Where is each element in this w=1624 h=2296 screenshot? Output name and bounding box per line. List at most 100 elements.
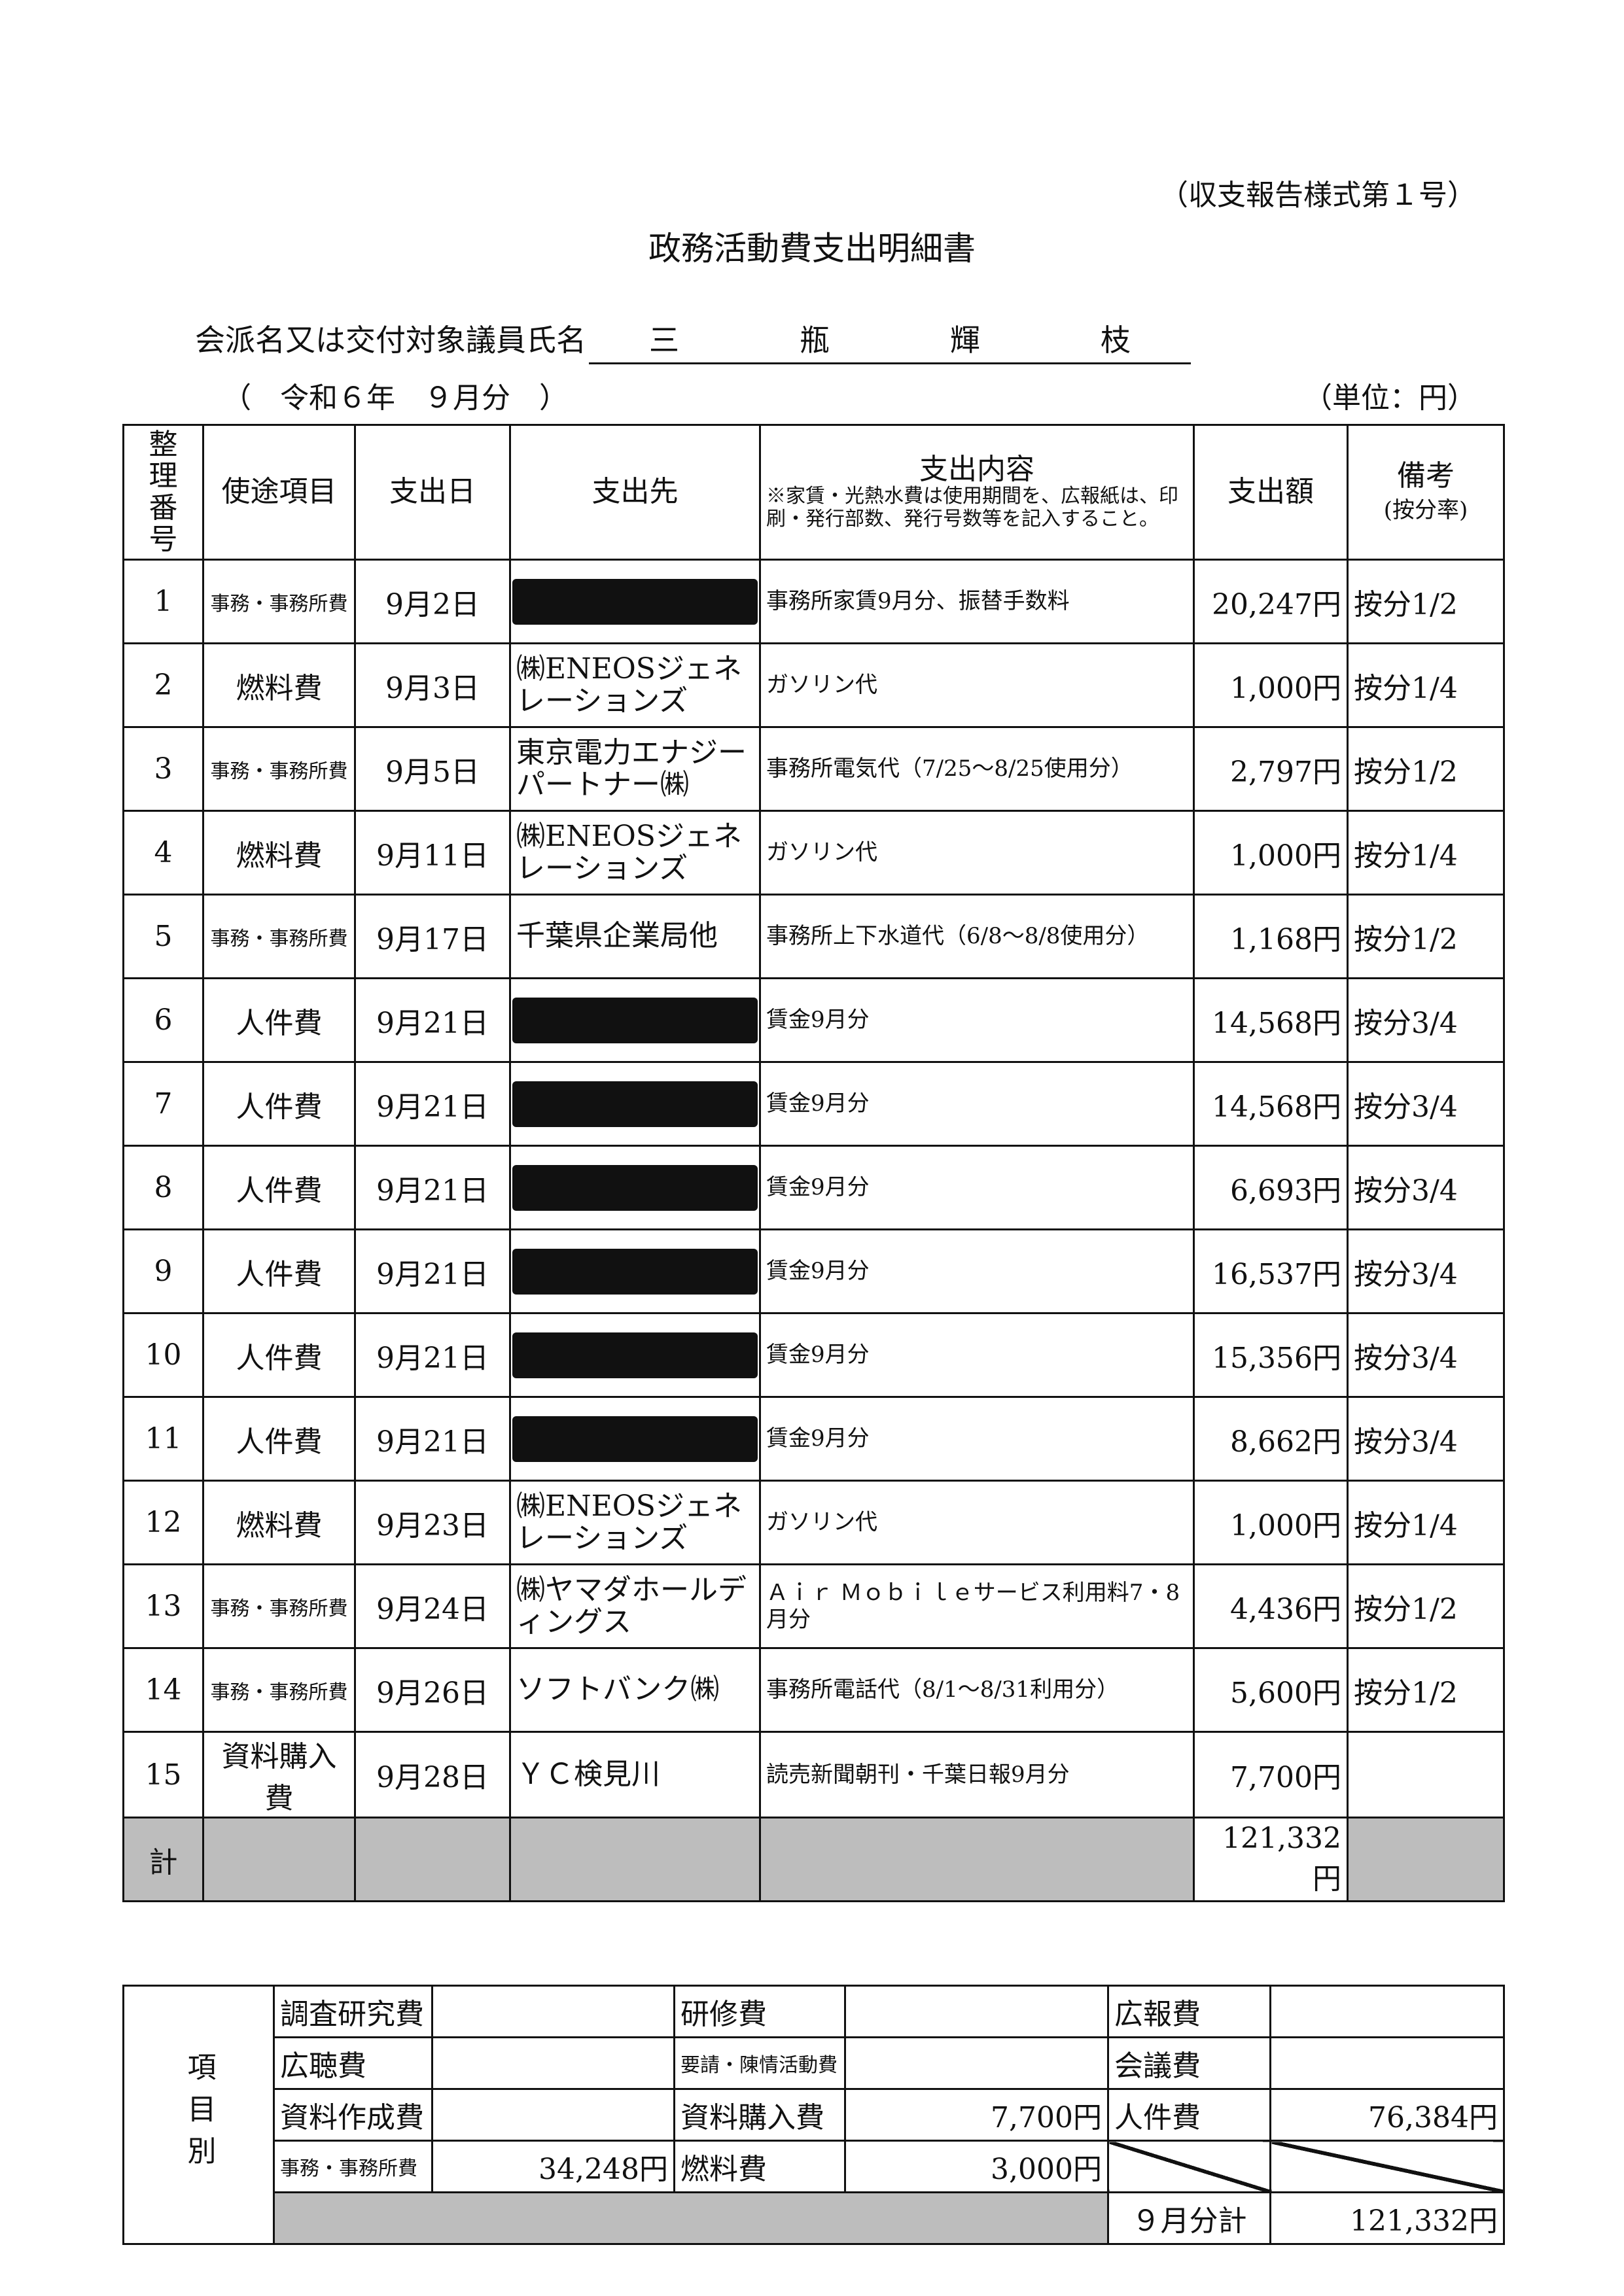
row-payee-redacted	[509, 1061, 761, 1147]
gray-cell	[273, 2191, 1109, 2245]
summary-label: 燃料費	[673, 2140, 846, 2193]
row-remarks: 按分1/2	[1347, 726, 1505, 812]
row-category: 事務・事務所費	[202, 726, 356, 812]
row-amount: 5,600円	[1193, 1647, 1349, 1733]
expense-table: 整理番号 使途項目 支出日 支出先 支出内容 ※家賃・光熱水費は使用期間を、広報紙…	[122, 424, 1505, 1902]
gray-cell	[354, 1817, 511, 1902]
row-payee: ㈱ENEOSジェネレーションズ	[509, 810, 761, 896]
row-payee: 東京電力エナジーパートナー㈱	[509, 726, 761, 812]
summary-label: 研修費	[673, 1985, 846, 2038]
col-remarks: 備考 (按分率)	[1347, 424, 1505, 561]
row-no: 5	[122, 894, 204, 979]
table-row: 5 事務・事務所費 9月17日 千葉県企業局他 事務所上下水道代（6/8～8/8使用分）…	[122, 894, 1505, 979]
row-date: 9月24日	[354, 1563, 511, 1649]
summary-row: 項目別 調査研究費 研修費 広報費	[122, 1985, 1505, 2245]
row-amount: 1,000円	[1193, 810, 1349, 896]
col-remarks-sub: (按分率)	[1383, 496, 1468, 523]
summary-label: 事務・事務所費	[273, 2140, 433, 2193]
row-no: 7	[122, 1061, 204, 1147]
summary-value	[431, 2036, 675, 2090]
gray-cell	[759, 1817, 1195, 1902]
summary-label	[1107, 2140, 1271, 2193]
row-category: 事務・事務所費	[202, 559, 356, 644]
summary-table: 項目別 調査研究費 研修費 広報費 広聴費 要請・陳情活動費 会議費 資料作成費 資料購入費 7,…	[122, 1985, 1505, 2245]
row-no: 2	[122, 642, 204, 728]
table-row: 8 人件費 9月21日 賃金9月分 6,693円 按分3/4	[122, 1145, 1505, 1230]
row-no: 14	[122, 1647, 204, 1733]
row-content: 賃金9月分	[759, 1145, 1195, 1230]
row-content: 事務所電話代（8/1～8/31利用分）	[759, 1647, 1195, 1733]
redaction-block	[512, 1332, 758, 1378]
row-content: Ａｉｒ Ｍｏｂｉｌｅサービス利用料7・8月分	[759, 1563, 1195, 1649]
gray-cell	[509, 1817, 761, 1902]
row-payee-redacted	[509, 977, 761, 1063]
row-date: 9月17日	[354, 894, 511, 979]
row-no: 15	[122, 1731, 204, 1818]
row-remarks	[1347, 1731, 1505, 1818]
row-amount: 1,000円	[1193, 1480, 1349, 1565]
month-total: 121,332円	[1269, 2191, 1505, 2245]
row-remarks: 按分3/4	[1347, 1145, 1505, 1230]
summary-value	[1269, 2140, 1505, 2193]
col-payee: 支出先	[509, 424, 761, 561]
summary-label: 調査研究費	[273, 1985, 433, 2038]
table-row: 11 人件費 9月21日 賃金9月分 8,662円 按分3/4	[122, 1396, 1505, 1482]
table-row: 4 燃料費 9月11日 ㈱ENEOSジェネレーションズ ガソリン代 1,000円 按分1/4	[122, 810, 1505, 896]
row-amount: 7,700円	[1193, 1731, 1349, 1818]
row-amount: 8,662円	[1193, 1396, 1349, 1482]
table-row: 6 人件費 9月21日 賃金9月分 14,568円 按分3/4	[122, 977, 1505, 1063]
summary-value	[844, 1985, 1109, 2038]
row-date: 9月2日	[354, 559, 511, 644]
name-char: 輝	[950, 322, 980, 358]
row-category: 事務・事務所費	[202, 894, 356, 979]
gray-cell	[202, 1817, 356, 1902]
row-category: 人件費	[202, 1061, 356, 1147]
row-category: 資料購入費	[202, 1731, 356, 1818]
row-content: 賃金9月分	[759, 977, 1195, 1063]
row-no: 6	[122, 977, 204, 1063]
unit: （単位：円）	[1303, 381, 1476, 415]
row-date: 9月21日	[354, 1228, 511, 1314]
summary-value	[431, 1985, 675, 2038]
summary-label: 広報費	[1107, 1985, 1271, 2038]
row-amount: 14,568円	[1193, 1061, 1349, 1147]
summary-label: 資料作成費	[273, 2088, 433, 2142]
row-content: ガソリン代	[759, 1480, 1195, 1565]
row-category: 燃料費	[202, 642, 356, 728]
row-date: 9月5日	[354, 726, 511, 812]
summary-value: 76,384円	[1269, 2088, 1505, 2142]
redaction-block	[512, 1081, 758, 1127]
row-date: 9月23日	[354, 1480, 511, 1565]
redaction-block	[512, 1164, 758, 1211]
row-category: 燃料費	[202, 1480, 356, 1565]
row-category: 人件費	[202, 977, 356, 1063]
total-label: 計	[122, 1817, 204, 1902]
row-amount: 20,247円	[1193, 559, 1349, 644]
redaction-block	[512, 1248, 758, 1295]
total-row: 計 121,332円	[122, 1817, 1505, 1902]
row-remarks: 按分1/4	[1347, 810, 1505, 896]
row-no: 8	[122, 1145, 204, 1230]
row-date: 9月21日	[354, 1312, 511, 1398]
row-remarks: 按分1/2	[1347, 559, 1505, 644]
row-payee: ＹＣ検見川	[509, 1731, 761, 1818]
row-no: 11	[122, 1396, 204, 1482]
row-remarks: 按分1/2	[1347, 1563, 1505, 1649]
row-no: 13	[122, 1563, 204, 1649]
row-date: 9月11日	[354, 810, 511, 896]
summary-side-label: 項目別	[122, 1985, 275, 2245]
row-no: 3	[122, 726, 204, 812]
row-content: 事務所電気代（7/25～8/25使用分）	[759, 726, 1195, 812]
row-category: 人件費	[202, 1396, 356, 1482]
form-number: （収支報告様式第１号）	[1159, 179, 1476, 212]
summary-label: 人件費	[1107, 2088, 1271, 2142]
summary-row: 事務・事務所費 34,248円 燃料費 3,000円	[124, 2140, 1505, 2193]
table-row: 15 資料購入費 9月28日 ＹＣ検見川 読売新聞朝刊・千葉日報9月分 7,700円	[122, 1731, 1505, 1818]
row-no: 12	[122, 1480, 204, 1565]
row-remarks: 按分1/2	[1347, 1647, 1505, 1733]
name-char: 瓶	[800, 322, 830, 358]
header-row: 整理番号 使途項目 支出日 支出先 支出内容 ※家賃・光熱水費は使用期間を、広報紙…	[122, 424, 1505, 561]
redaction-block	[512, 1416, 758, 1462]
row-remarks: 按分1/2	[1347, 894, 1505, 979]
row-content: 事務所上下水道代（6/8～8/8使用分）	[759, 894, 1195, 979]
